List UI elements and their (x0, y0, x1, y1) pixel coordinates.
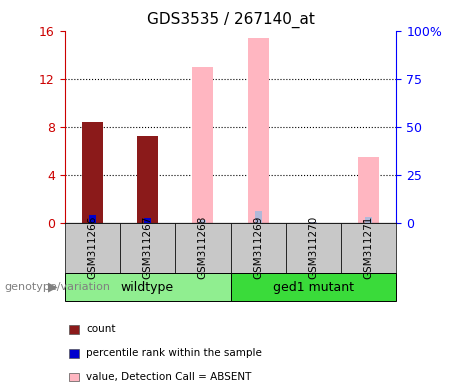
Text: GSM311266: GSM311266 (87, 216, 97, 280)
Text: GSM311269: GSM311269 (253, 216, 263, 280)
Text: genotype/variation: genotype/variation (5, 282, 111, 292)
Text: ▶: ▶ (48, 281, 58, 293)
Text: value, Detection Call = ABSENT: value, Detection Call = ABSENT (86, 372, 252, 382)
Text: GSM311271: GSM311271 (364, 216, 374, 280)
Text: GSM311268: GSM311268 (198, 216, 208, 280)
Bar (137, 136, 158, 223)
Bar (89, 215, 96, 223)
Title: GDS3535 / 267140_at: GDS3535 / 267140_at (147, 12, 314, 28)
Text: count: count (86, 324, 116, 334)
Bar (254, 210, 262, 223)
Bar (310, 222, 317, 223)
Bar (248, 38, 269, 223)
Text: ged1 mutant: ged1 mutant (273, 281, 354, 293)
Text: GSM311267: GSM311267 (142, 216, 153, 280)
Bar (365, 217, 372, 223)
Bar (144, 218, 151, 223)
Bar (358, 157, 379, 223)
Text: GSM311270: GSM311270 (308, 216, 319, 279)
Text: wildtype: wildtype (121, 281, 174, 293)
Bar (199, 220, 207, 223)
Bar (82, 122, 103, 223)
Bar (192, 67, 213, 223)
Text: percentile rank within the sample: percentile rank within the sample (86, 348, 262, 358)
